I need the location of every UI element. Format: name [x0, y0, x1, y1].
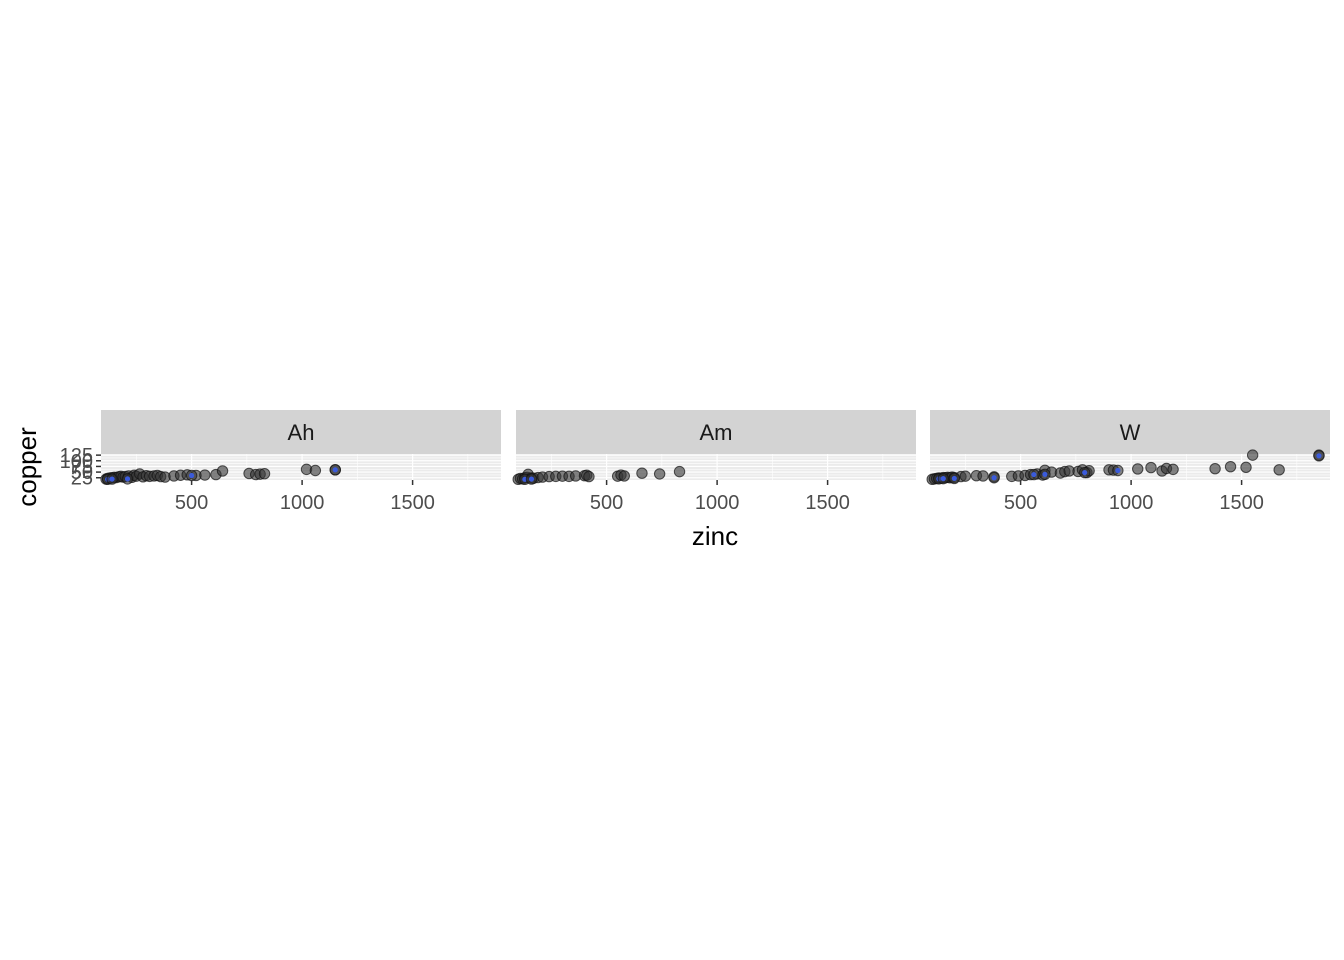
highlighted-point: [1316, 453, 1322, 459]
highlighted-point: [189, 472, 195, 479]
data-point: [309, 464, 322, 477]
data-point: [959, 470, 972, 482]
x-tick-label: 1000: [280, 492, 325, 514]
highlighted-point: [1042, 471, 1048, 477]
highlighted-point: [991, 475, 997, 481]
data-point: [977, 470, 989, 482]
x-tick-label: 1000: [695, 492, 740, 514]
data-point: [1240, 461, 1252, 474]
strip-background: [101, 410, 501, 454]
data-point: [1273, 464, 1285, 476]
strip-label: Ah: [288, 420, 315, 445]
data-point: [1246, 449, 1259, 461]
y-tick-label: 75: [71, 456, 93, 478]
strip-background: [930, 410, 1330, 454]
strip-label: W: [1120, 420, 1141, 445]
highlighted-point: [1082, 469, 1088, 476]
data-point: [1209, 462, 1221, 475]
x-tick-label: 500: [590, 492, 623, 514]
highlighted-point: [528, 476, 535, 482]
y-axis-title: copper: [12, 427, 42, 507]
panel-ah: Ah 500 1000 1500: [100, 410, 501, 514]
data-point: [199, 469, 211, 481]
x-tick-label: 500: [175, 492, 208, 514]
data-point: [1132, 463, 1144, 475]
highlighted-point: [951, 475, 957, 482]
x-tick-label: 1500: [805, 492, 850, 514]
panel-w: W 500 1000 1500: [926, 410, 1330, 514]
x-tick-label: 1500: [390, 492, 435, 514]
panels-layer: Ah 500 1000 1500 Am 500 1000 1500 W 500 1000 1500 25…: [60, 410, 1330, 514]
data-point: [1167, 463, 1179, 476]
data-point: [673, 465, 686, 478]
data-point: [258, 467, 271, 480]
data-point: [583, 470, 595, 483]
highlighted-point: [332, 467, 338, 473]
highlighted-point: [940, 476, 946, 482]
data-point: [216, 465, 229, 477]
y-tick-label: 100: [60, 451, 93, 473]
x-tick-label: 1500: [1219, 492, 1264, 514]
data-point: [1224, 460, 1237, 473]
y-tick-label: 50: [71, 462, 93, 484]
x-tick-label: 1000: [1109, 492, 1154, 514]
data-point: [653, 468, 666, 480]
data-point: [1145, 461, 1157, 474]
y-tick-label: 125: [60, 445, 93, 467]
panel-am: Am 500 1000 1500: [512, 410, 916, 514]
strip-label: Am: [700, 420, 733, 445]
data-point: [636, 467, 648, 479]
strip-background: [516, 410, 916, 454]
highlighted-point: [1031, 471, 1037, 478]
x-axis-title: zinc: [692, 521, 738, 551]
highlighted-point: [124, 476, 131, 482]
highlighted-point: [1115, 467, 1121, 474]
x-tick-label: 500: [1004, 492, 1037, 514]
y-tick-label: 25: [71, 468, 93, 490]
highlighted-point: [109, 476, 115, 482]
data-point: [618, 470, 630, 482]
